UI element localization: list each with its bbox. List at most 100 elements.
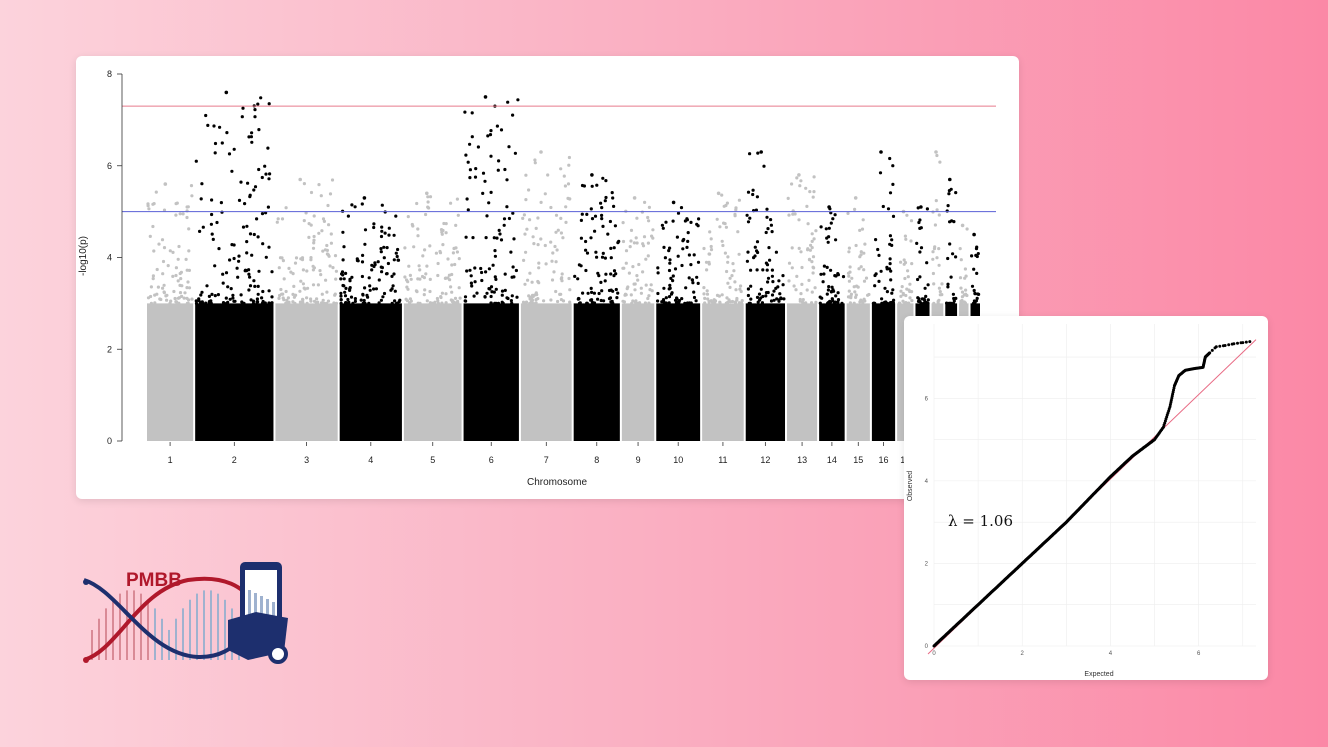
snp-point [800,265,804,270]
snp-point [187,227,191,231]
snp-point [217,247,221,251]
snp-point [669,276,673,280]
snp-point [745,213,749,217]
x-tick-label: 7 [544,455,549,465]
snp-point [480,278,484,283]
snp-point [339,298,343,302]
phone-bar [248,590,251,628]
snp-point [473,266,477,270]
snp-point [858,255,862,259]
snp-point [932,301,936,305]
snp-point [962,293,966,297]
snp-point [664,296,668,300]
snp-point [249,135,253,139]
snp-point [543,243,547,248]
phone-bar [272,602,275,628]
snp-point [237,198,242,202]
snp-point [303,287,307,291]
snp-point [883,286,887,290]
snp-point [199,293,203,297]
snp-point [474,167,478,171]
snp-point [523,232,527,236]
snp-point [516,98,520,102]
snp-point [723,251,728,255]
snp-point [211,237,215,241]
snp-point [241,225,246,229]
snp-point [885,290,890,294]
snp-point [512,275,516,279]
snp-point [183,291,187,295]
peak-point-2 [224,90,229,95]
snp-point [496,168,500,172]
snp-point [825,236,829,240]
qq-x-tick-label: 6 [1197,651,1201,657]
snp-point [466,160,470,164]
snp-point [394,214,398,218]
snp-point [876,247,880,252]
snp-point [559,167,563,171]
qq-x-tick-label: 0 [932,651,936,657]
snp-point [344,286,348,290]
snp-point [428,289,432,294]
snp-point [512,237,516,241]
snp-point [915,241,919,245]
snp-point [633,288,637,292]
snp-point [207,294,211,298]
snp-point [439,295,443,299]
snp-point [531,235,535,239]
snp-point [243,202,247,206]
snp-point [580,212,584,216]
snp-point [224,296,228,300]
snp-point [651,228,655,232]
snp-point [514,268,518,273]
snp-point [873,284,877,288]
snp-point [405,299,409,303]
snp-point [502,217,507,221]
snp-point [339,301,343,305]
snp-point [975,254,979,259]
snp-point [862,279,867,283]
snp-point [528,218,532,222]
snp-point [901,291,905,296]
snp-point [497,228,501,232]
snp-point [671,274,675,278]
snp-point [798,184,802,188]
snp-point [494,277,498,281]
snp-point [707,262,711,266]
snp-point [382,291,387,296]
snp-point [753,254,757,258]
snp-point [524,173,528,177]
snp-point [629,293,633,297]
snp-point [585,301,589,305]
snp-point [484,270,488,274]
snp-point [446,257,450,261]
snp-point [294,256,299,260]
snp-point [888,257,892,261]
snp-point [733,280,737,284]
snp-point [616,291,620,295]
snp-point [579,218,583,222]
snp-point [312,241,316,245]
snp-point [724,203,728,208]
snp-point [923,286,927,290]
snp-point [899,294,903,298]
snp-point [630,301,634,305]
snp-point [800,282,804,286]
snp-point [181,212,185,216]
snp-point [643,301,648,305]
snp-point [309,258,313,262]
snp-point [430,301,435,305]
snp-point [470,284,474,288]
snp-point [149,301,153,305]
snp-point [680,297,684,301]
x-axis-title: Chromosome [527,477,587,488]
snp-point [267,177,271,181]
snp-point [764,294,768,298]
snp-point [228,258,232,262]
qq-y-tick-label: 6 [925,396,929,402]
snp-point [709,244,713,249]
snp-point [709,237,713,241]
snp-point [568,288,572,292]
snp-point [342,277,346,281]
snp-point [161,259,166,264]
